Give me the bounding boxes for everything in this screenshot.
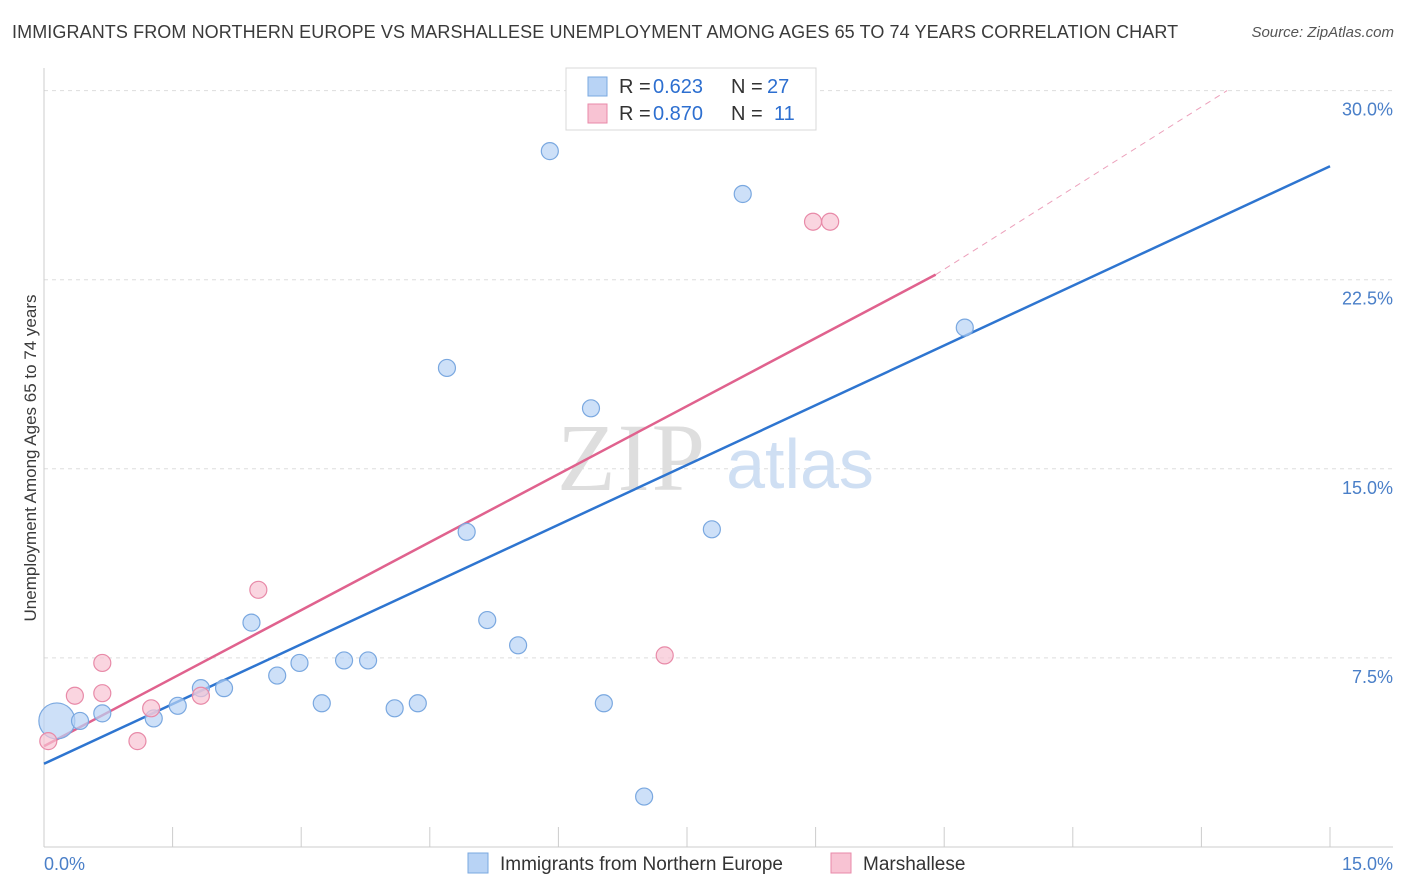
legend-swatch-blue <box>587 76 608 97</box>
point-pink-6 <box>191 686 210 705</box>
legend-box <box>565 67 817 131</box>
y-tick-label-0: 7.5% <box>1352 667 1393 687</box>
point-blue-24 <box>733 184 752 204</box>
point-blue-17 <box>478 610 497 630</box>
legend-swatch-pink <box>587 103 608 124</box>
point-blue-16 <box>457 522 476 541</box>
bottom-legend-swatch-blue <box>467 852 489 874</box>
chart-title: IMMIGRANTS FROM NORTHERN EUROPE VS MARSH… <box>12 22 1179 42</box>
point-pink-3 <box>93 684 112 703</box>
legend-n-value-pink: 11 <box>774 103 795 125</box>
point-blue-14 <box>408 694 427 713</box>
y-axis-label: Unemployment Among Ages 65 to 74 years <box>21 295 40 622</box>
watermark-atlas: atlas <box>726 425 874 503</box>
y-tick-label-3: 30.0% <box>1342 100 1393 120</box>
point-pink-8 <box>655 646 674 665</box>
point-blue-15 <box>437 358 457 378</box>
legend-n-label-pink: N = <box>731 103 763 125</box>
grid <box>44 90 1393 659</box>
legend-r-label-pink: R = <box>619 103 651 125</box>
bottom-legend-label-pink: Marshallese <box>863 854 965 875</box>
point-pink-0 <box>39 732 58 751</box>
x-tick-labels: 0.0% 15.0% <box>44 854 1393 874</box>
point-pink-2 <box>93 653 112 673</box>
point-blue-20 <box>581 399 601 418</box>
point-blue-21 <box>594 694 613 713</box>
legend-r-value-blue: 0.623 <box>653 76 703 98</box>
point-blue-18 <box>509 636 528 655</box>
watermark: ZIP atlas <box>557 404 874 511</box>
point-blue-25 <box>955 318 974 337</box>
trend-line-blue <box>43 165 1331 765</box>
point-pink-10 <box>821 212 840 231</box>
source-label: Source: ZipAtlas.com <box>1251 24 1394 41</box>
point-blue-19 <box>540 142 559 161</box>
legend-n-label-blue: N = <box>731 76 763 98</box>
trend-lines <box>43 90 1331 765</box>
point-blue-4 <box>168 696 187 715</box>
bottom-legend: Immigrants from Northern Europe Marshall… <box>467 852 965 875</box>
y-tick-labels: 7.5% 15.0% 22.5% 30.0% <box>1342 100 1393 687</box>
bottom-legend-swatch-pink <box>830 852 852 874</box>
x-tick-min: 0.0% <box>44 854 85 874</box>
trend-line-extension-pink <box>935 90 1228 276</box>
point-blue-13 <box>385 699 404 718</box>
point-blue-22 <box>635 787 654 806</box>
legend-r-value-pink: 0.870 <box>653 103 703 125</box>
point-blue-11 <box>334 651 354 670</box>
bottom-legend-label-blue: Immigrants from Northern Europe <box>500 854 783 875</box>
point-blue-7 <box>242 613 261 632</box>
legend-n-value-blue: 27 <box>767 76 789 98</box>
point-blue-6 <box>214 679 234 698</box>
legend: R = 0.623 N = 27 R = 0.870 N = 11 <box>565 67 817 131</box>
point-pink-7 <box>249 580 268 599</box>
point-blue-12 <box>358 651 378 670</box>
point-blue-9 <box>290 653 309 673</box>
legend-r-label-blue: R = <box>619 76 651 98</box>
point-pink-9 <box>803 212 823 231</box>
point-blue-23 <box>702 520 721 539</box>
data-points <box>38 142 974 806</box>
y-tick-label-1: 15.0% <box>1342 478 1393 498</box>
point-blue-1 <box>70 711 90 731</box>
point-pink-5 <box>142 699 161 718</box>
point-pink-1 <box>65 686 84 705</box>
y-tick-label-2: 22.5% <box>1342 289 1393 309</box>
point-pink-4 <box>128 732 147 751</box>
watermark-zip: ZIP <box>557 404 707 511</box>
axes <box>43 68 1393 848</box>
point-blue-10 <box>312 694 331 713</box>
x-tick-max: 15.0% <box>1342 854 1393 874</box>
point-blue-2 <box>93 704 112 723</box>
point-blue-8 <box>268 666 287 685</box>
trend-line-pink <box>43 273 937 748</box>
